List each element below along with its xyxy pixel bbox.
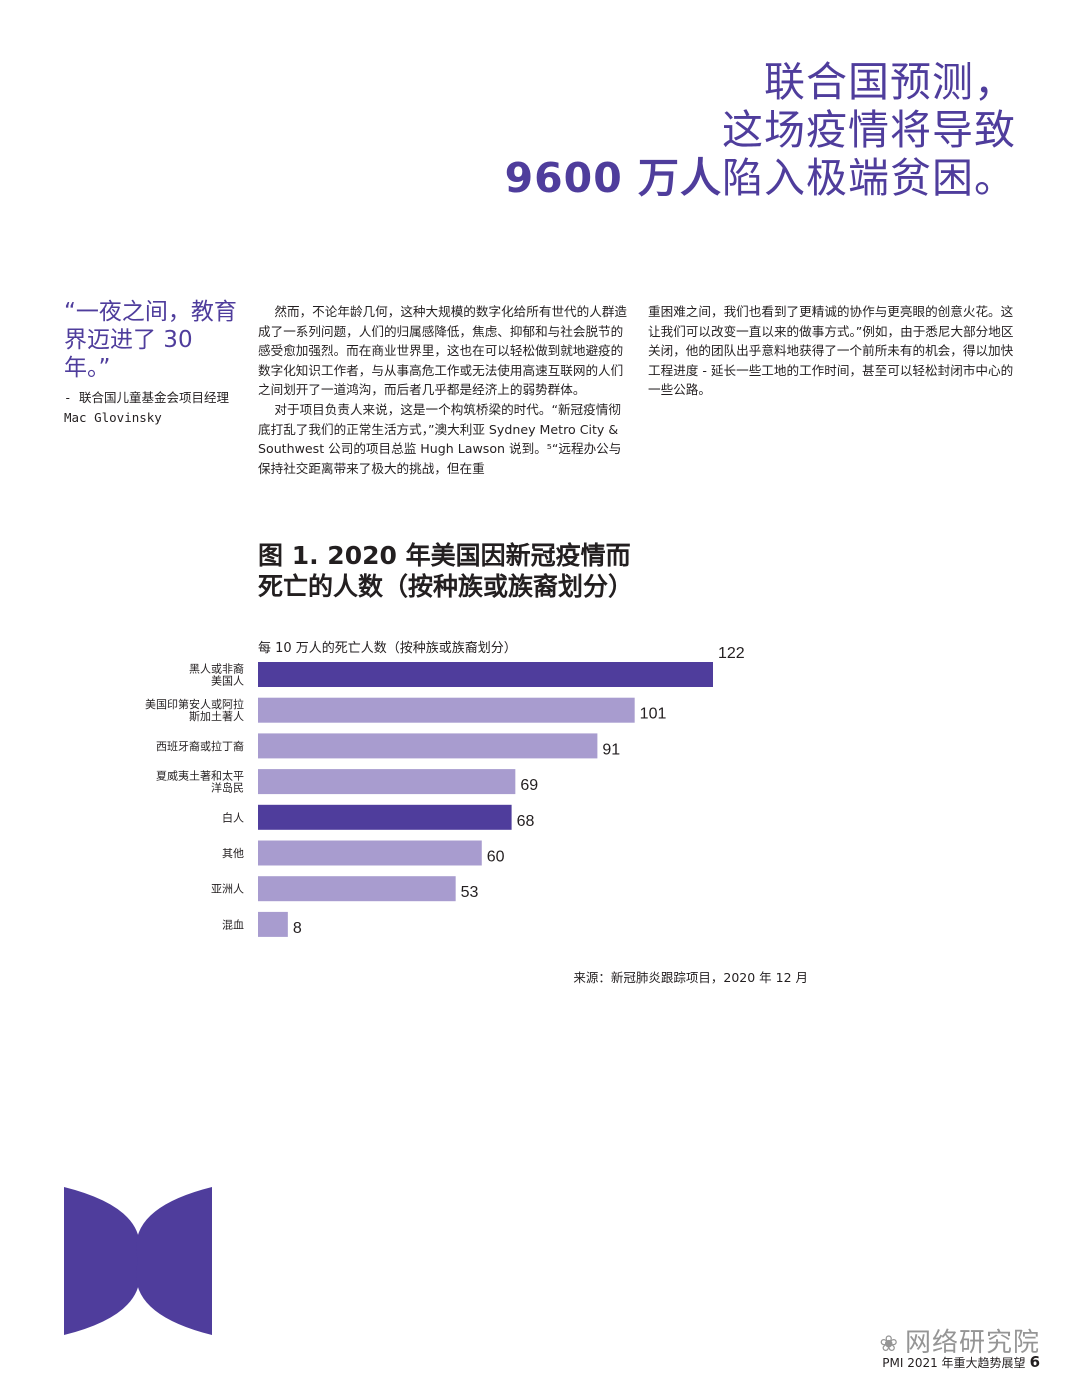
category-label: 夏威夷土著和太平 — [156, 769, 244, 783]
quote-attribution: - 联合国儿童基金会项目经理 Mac Glovinsky — [64, 390, 230, 425]
figure-title-line-1: 图 1. 2020 年美国因新冠疫情而 — [258, 541, 631, 570]
category-label: 混血 — [222, 917, 244, 931]
chart-axis-caption: 每 10 万人的死亡人数（按种族或族裔划分） — [258, 641, 517, 656]
category-label: 白人 — [222, 810, 244, 824]
bar-value-label: 69 — [520, 777, 538, 794]
figure-title-line-2: 死亡的人数（按种族或族裔划分） — [258, 572, 634, 601]
pull-quote: “一夜之间，教育界迈进了 30 年。” — [64, 299, 237, 381]
pmi-logo-icon — [64, 1187, 212, 1335]
category-label: 黑人或非裔 — [189, 662, 244, 676]
category-label: 亚洲人 — [211, 883, 244, 896]
wechat-icon: ❀ — [879, 1332, 899, 1357]
watermark: ❀ 网络研究院 — [880, 1322, 1040, 1359]
footer-text: PMI 2021 年重大趋势展望 — [882, 1356, 1026, 1370]
bar-value-label: 101 — [640, 706, 667, 723]
bar — [258, 804, 512, 830]
bar-value-label: 60 — [487, 849, 505, 866]
page-number: 6 — [1029, 1353, 1040, 1371]
headline-line-3-rest: 陷入极端贫困。 — [722, 154, 1016, 202]
page-footer: PMI 2021 年重大趋势展望 6 — [882, 1353, 1040, 1371]
bar — [258, 911, 288, 937]
category-label: 美国印第安人或阿拉 — [145, 697, 244, 711]
body-paragraph: 然而，不论年龄几何，这种大规模的数字化给所有世代的人群造成了一系列问题，人们的归… — [258, 304, 627, 398]
body-paragraph: 对于项目负责人来说，这是一个构筑桥梁的时代。“新冠疫情彻底打乱了我们的正常生活方… — [258, 401, 622, 476]
headline-figure: 9600 万人 — [504, 154, 722, 202]
bar-value-label: 68 — [517, 813, 535, 830]
category-label: 西班牙裔或拉丁裔 — [156, 739, 244, 753]
body-column-1: 然而，不论年龄几何，这种大规模的数字化给所有世代的人群造成了一系列问题，人们的归… — [258, 302, 628, 478]
category-label: 斯加土著人 — [189, 709, 244, 723]
category-label: 洋岛民 — [211, 781, 244, 795]
bar-value-label: 122 — [718, 645, 745, 662]
headline-line-2: 这场疫情将导致 — [722, 106, 1016, 154]
bar-value-label: 8 — [293, 920, 302, 937]
headline-line-3: 9600 万人陷入极端贫困。 — [505, 154, 1016, 202]
bar — [258, 733, 598, 759]
bar — [258, 876, 456, 902]
headline-line-1: 联合国预测， — [764, 58, 1016, 106]
figure-title: 图 1. 2020 年美国因新冠疫情而 死亡的人数（按种族或族裔划分） — [258, 540, 758, 602]
watermark-text: 网络研究院 — [904, 1328, 1040, 1358]
headline: 联合国预测， 这场疫情将导致 9600 万人陷入极端贫困。 — [505, 58, 1016, 202]
category-label: 美国人 — [211, 675, 244, 688]
body-paragraph: 重困难之间，我们也看到了更精诚的协作与更亮眼的创意火花。这让我们可以改变一直以来… — [648, 304, 1014, 398]
category-label: 其他 — [222, 847, 244, 860]
bar — [258, 697, 635, 723]
bar-value-label: 91 — [602, 741, 620, 758]
bar-value-label: 53 — [461, 884, 479, 901]
bar — [258, 662, 713, 687]
body-column-2: 重困难之间，我们也看到了更精诚的协作与更亮眼的创意火花。这让我们可以改变一直以来… — [648, 302, 1018, 400]
bar — [258, 769, 516, 795]
bar — [258, 840, 482, 866]
figure-source: 来源：新冠肺炎跟踪项目，2020 年 12 月 — [573, 970, 808, 985]
